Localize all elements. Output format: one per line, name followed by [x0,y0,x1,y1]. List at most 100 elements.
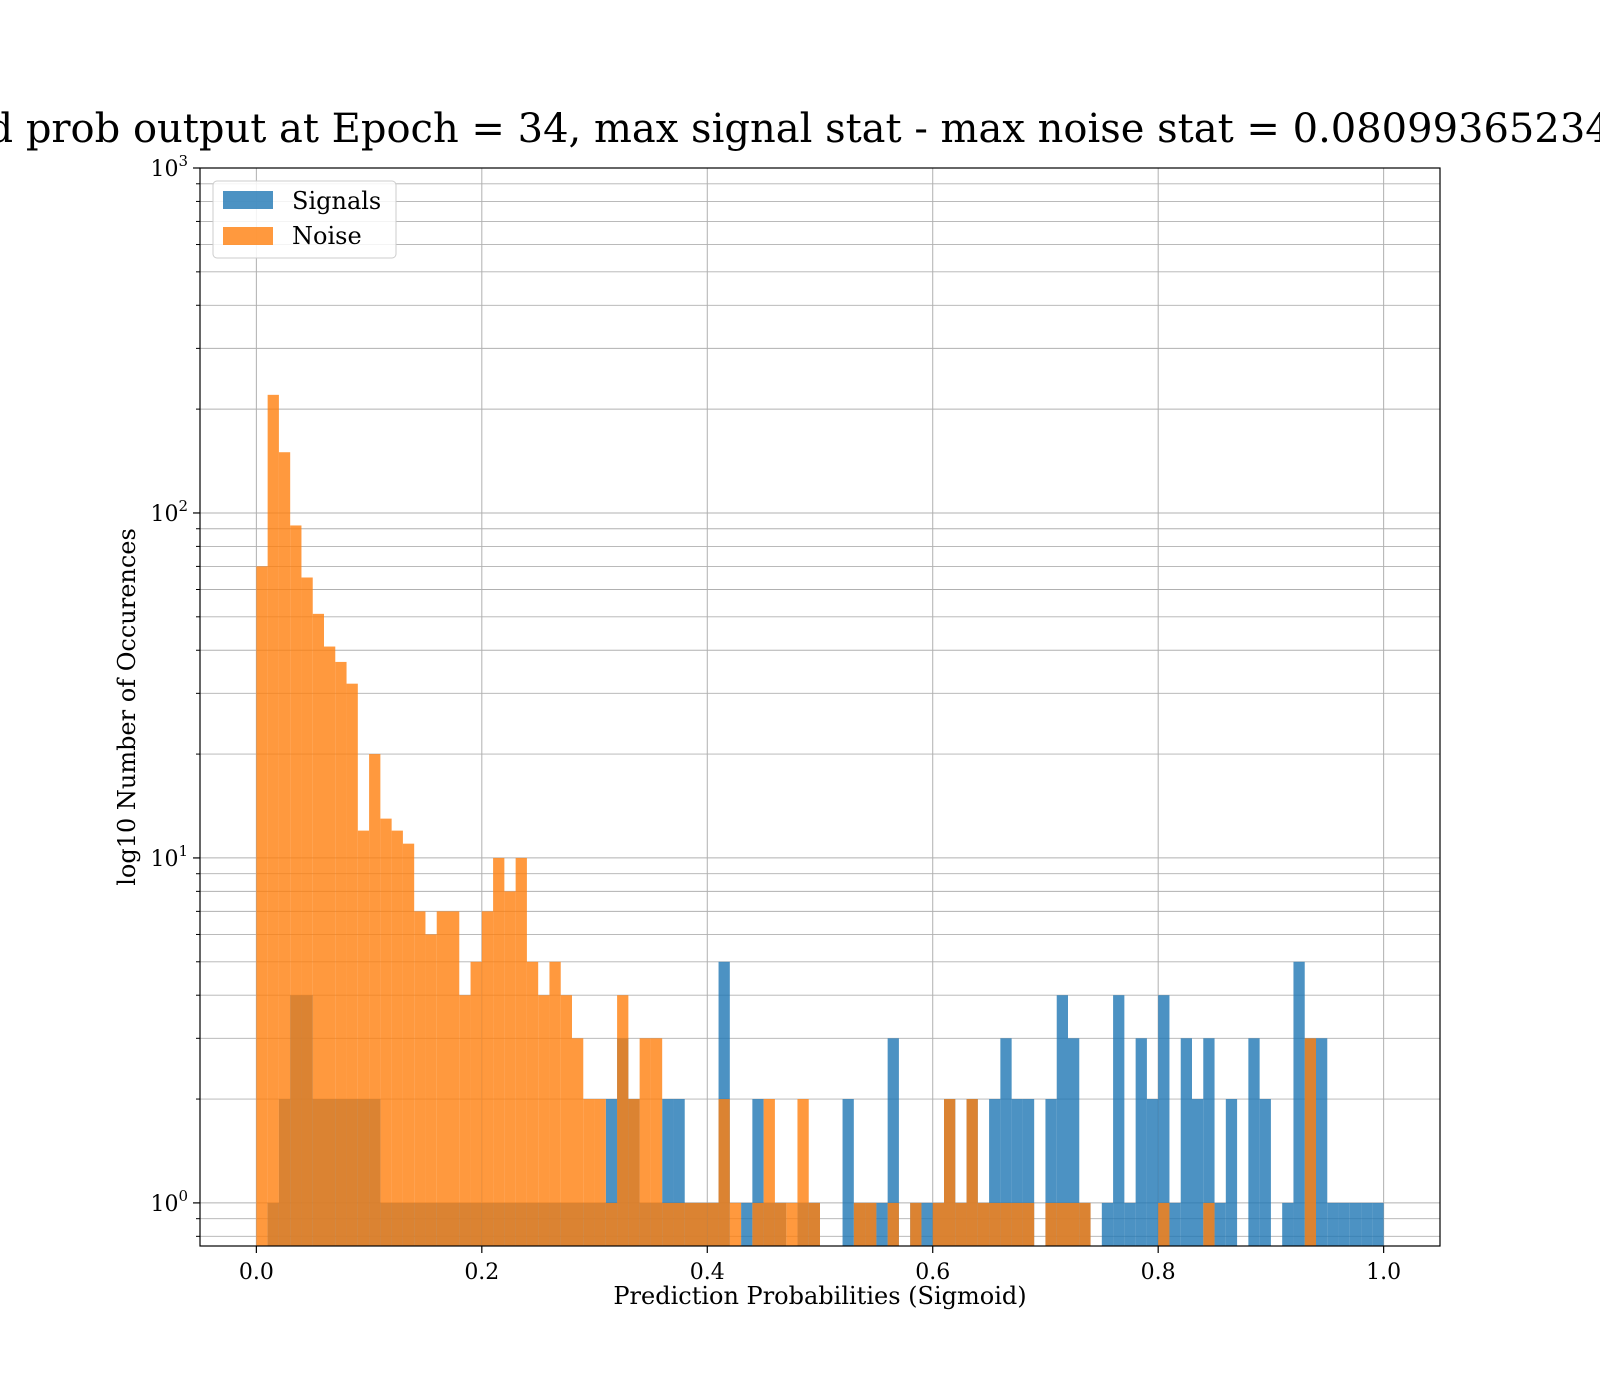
bar-noise [380,818,392,1246]
bar-noise [470,961,482,1246]
x-tick-label: 0.8 [1141,1260,1176,1285]
bar-signals [1361,1202,1373,1246]
x-tick-label: 0.4 [690,1260,725,1285]
bar-noise [1045,1202,1057,1246]
bar-signals [1101,1202,1114,1246]
histogram-bars [256,394,1384,1247]
bar-noise [560,995,572,1246]
bar-noise [853,1202,866,1246]
bar-noise [955,1202,967,1246]
bar-noise [481,911,494,1246]
y-tick-label: 101 [150,842,188,872]
legend-label-signals: Signals [292,187,381,215]
bar-signals [1169,1202,1181,1246]
bar-noise [391,830,403,1246]
bar-noise [966,1099,978,1246]
bar-signals [1011,1099,1023,1246]
bar-noise [357,830,370,1246]
bar-signals [989,1099,1001,1246]
bar-noise [493,857,505,1246]
plot-frame [199,167,1441,1247]
bar-noise [684,1202,696,1246]
bar-signals [887,1038,899,1246]
bar-noise [977,1202,990,1246]
bar-noise [526,961,539,1246]
bar-noise [1000,1202,1012,1246]
bar-signals [1113,995,1125,1246]
bar-noise [515,857,527,1246]
bar-noise [763,1099,775,1246]
bar-signals [1327,1202,1339,1246]
bar-noise [402,843,415,1246]
bar-noise [932,1202,944,1246]
bar-noise [1022,1202,1035,1246]
bar-noise [1011,1202,1023,1246]
bar-noise [673,1202,685,1246]
bar-signals [673,1099,685,1246]
bar-signals [1248,1038,1260,1246]
bar-noise [572,1038,584,1246]
bar-noise [774,1202,787,1246]
bar-noise [1158,1202,1170,1246]
bar-signals [1349,1202,1362,1246]
bar-signals [752,1099,764,1246]
bar-signals [842,1099,854,1246]
bar-signals [1124,1202,1136,1246]
bar-noise [786,1202,798,1246]
x-tick-label: 0.2 [464,1260,499,1285]
bar-noise [436,911,448,1246]
bar-noise [696,1202,708,1246]
bar-signals [1225,1099,1238,1246]
bar-noise [752,1202,764,1246]
bar-noise [1079,1202,1091,1246]
bar-noise [256,566,268,1246]
bar-signals [1135,1038,1147,1246]
bar-noise [324,646,336,1246]
bar-noise [617,995,629,1246]
bar-signals [1338,1202,1350,1246]
bar-signals [1146,1099,1159,1246]
bar-noise [1203,1202,1215,1246]
axis-ticks: 0.0 0.2 0.4 0.6 0.8 1.0 100 101 102 103 [150,152,1401,1285]
bar-signals [1293,961,1305,1246]
bar-noise [504,891,516,1246]
bar-noise [290,525,302,1246]
bar-signals [1045,1099,1057,1246]
legend-label-noise: Noise [292,222,362,250]
bar-noise [459,995,471,1246]
bar-signals [1180,1038,1192,1246]
bar-noise [910,1202,922,1246]
bar-noise [448,911,460,1246]
bar-signals [921,1202,933,1246]
bar-signals [876,1202,888,1246]
bar-noise [808,1202,820,1246]
bar-noise [267,394,279,1247]
bar-noise [1056,1202,1068,1246]
bar-noise [989,1202,1001,1246]
bar-noise [278,452,291,1246]
bar-noise [346,683,358,1246]
chart-title: ed prob output at Epoch = 34, max signal… [0,106,1600,152]
bar-noise [549,961,561,1246]
bar-signals [1022,1099,1035,1246]
bar-signals [1203,1038,1215,1246]
bar-noise [887,1202,899,1246]
bar-signals [1192,1099,1204,1246]
x-tick-label: 1.0 [1366,1260,1401,1285]
bar-noise [335,661,347,1246]
legend-swatch-noise [223,227,273,245]
y-tick-label: 100 [150,1187,188,1217]
bar-noise [797,1099,809,1246]
bar-noise [605,1202,618,1246]
bar-noise [425,934,437,1246]
bar-signals [1158,995,1170,1246]
bar-noise [628,1099,640,1246]
bar-signals [662,1099,674,1246]
legend-swatch-signals [223,191,273,209]
legend: Signals Noise [212,180,397,259]
bar-noise [662,1202,674,1246]
bar-noise [1304,1038,1316,1246]
x-tick-label: 0.0 [239,1260,274,1285]
x-tick-label: 0.6 [915,1260,950,1285]
